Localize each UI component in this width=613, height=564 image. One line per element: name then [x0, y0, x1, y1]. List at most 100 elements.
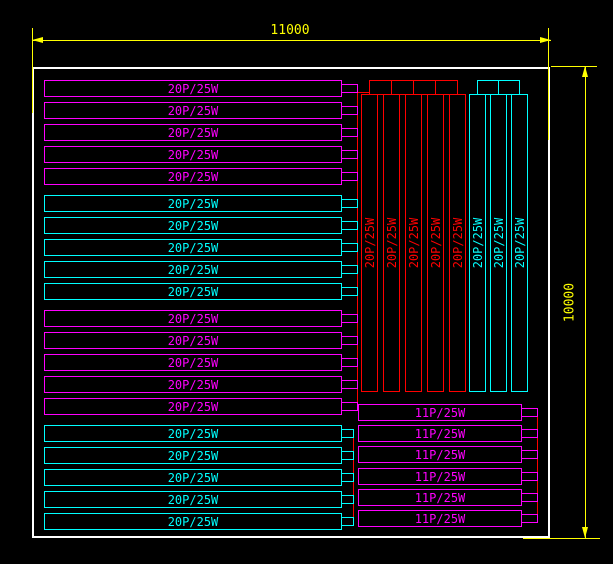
connector-tab — [341, 517, 354, 526]
vertical-radiator-bar[interactable]: 20P/25W — [449, 94, 466, 392]
left-radiator-bar[interactable]: 20P/25W — [44, 398, 342, 415]
vertical-radiator-bar[interactable]: 20P/25W — [383, 94, 400, 392]
bar-label: 20P/25W — [167, 169, 219, 184]
vertical-radiator-bar[interactable]: 20P/25W — [427, 94, 444, 392]
connector-tab — [341, 150, 358, 159]
connector-tab — [341, 402, 358, 411]
dim-line-top[interactable] — [32, 40, 551, 41]
connector-tab — [341, 221, 358, 230]
connector-tab — [341, 243, 358, 252]
dim-extension-right — [548, 28, 549, 140]
bus-line-main-bend — [357, 92, 370, 93]
vertical-radiator-bar[interactable]: 20P/25W — [469, 94, 486, 392]
vertical-radiator-bar[interactable]: 20P/25W — [361, 94, 378, 392]
bar-label: 11P/25W — [414, 469, 466, 484]
bottom-right-radiator-bar[interactable]: 11P/25W — [358, 468, 522, 485]
bar-label: 11P/25W — [414, 405, 466, 420]
connector-tab — [341, 287, 358, 296]
dim-label-height[interactable]: 10000 — [562, 282, 578, 323]
left-radiator-bar[interactable]: 20P/25W — [44, 376, 342, 393]
bar-label: 11P/25W — [414, 426, 466, 441]
manifold-cap — [477, 80, 499, 95]
left-radiator-bar[interactable]: 20P/25W — [44, 146, 342, 163]
bar-label: 20P/25W — [512, 217, 527, 269]
bottom-right-radiator-bar[interactable]: 11P/25W — [358, 404, 522, 421]
dim-label-width[interactable]: 11000 — [270, 23, 310, 38]
connector-tab — [341, 380, 358, 389]
left-radiator-bar[interactable]: 20P/25W — [44, 513, 342, 530]
left-radiator-bar[interactable]: 20P/25W — [44, 124, 342, 141]
connector-tab — [521, 514, 538, 523]
dim-arrow-down — [582, 527, 588, 538]
connector-tab — [341, 172, 358, 181]
dim-arrow-right — [540, 37, 551, 43]
bar-label: 20P/25W — [167, 426, 219, 441]
left-radiator-bar[interactable]: 20P/25W — [44, 354, 342, 371]
left-radiator-bar[interactable]: 20P/25W — [44, 332, 342, 349]
bar-label: 20P/25W — [470, 217, 485, 269]
bus-line-bottom-right — [537, 412, 538, 519]
bar-label: 20P/25W — [167, 448, 219, 463]
connector-tab — [341, 429, 354, 438]
manifold-cap — [435, 80, 458, 95]
bottom-right-radiator-bar[interactable]: 11P/25W — [358, 425, 522, 442]
connector-tab — [521, 472, 538, 481]
manifold-cap — [413, 80, 436, 95]
connector-tab — [521, 493, 538, 502]
bar-label: 20P/25W — [167, 81, 219, 96]
left-radiator-bar[interactable]: 20P/25W — [44, 217, 342, 234]
bar-label: 20P/25W — [167, 125, 219, 140]
bar-label: 11P/25W — [414, 447, 466, 462]
bar-label: 20P/25W — [450, 217, 465, 269]
left-radiator-bar[interactable]: 20P/25W — [44, 283, 342, 300]
bar-label: 20P/25W — [428, 217, 443, 269]
bar-label: 20P/25W — [167, 514, 219, 529]
left-radiator-bar[interactable]: 20P/25W — [44, 261, 342, 278]
bar-label: 20P/25W — [167, 196, 219, 211]
vertical-radiator-bar[interactable]: 20P/25W — [405, 94, 422, 392]
bar-label: 11P/25W — [414, 490, 466, 505]
bar-label: 20P/25W — [167, 240, 219, 255]
left-radiator-bar[interactable]: 20P/25W — [44, 491, 342, 508]
bottom-right-radiator-bar[interactable]: 11P/25W — [358, 510, 522, 527]
bar-label: 20P/25W — [167, 492, 219, 507]
connector-tab — [341, 106, 358, 115]
bottom-right-radiator-bar[interactable]: 11P/25W — [358, 446, 522, 463]
connector-tab — [341, 451, 354, 460]
bar-label: 20P/25W — [167, 399, 219, 414]
dim-extension-left — [32, 28, 33, 113]
left-radiator-bar[interactable]: 20P/25W — [44, 168, 342, 185]
bar-label: 20P/25W — [167, 470, 219, 485]
connector-tab — [341, 265, 358, 274]
left-radiator-bar[interactable]: 20P/25W — [44, 102, 342, 119]
bottom-right-radiator-bar[interactable]: 11P/25W — [358, 489, 522, 506]
connector-tab — [521, 429, 538, 438]
dim-arrow-left — [32, 37, 43, 43]
bar-label: 20P/25W — [167, 218, 219, 233]
left-radiator-bar[interactable]: 20P/25W — [44, 447, 342, 464]
connector-tab — [341, 84, 358, 93]
bar-label: 20P/25W — [167, 262, 219, 277]
bar-label: 20P/25W — [167, 377, 219, 392]
left-radiator-bar[interactable]: 20P/25W — [44, 239, 342, 256]
vertical-radiator-bar[interactable]: 20P/25W — [511, 94, 528, 392]
vertical-radiator-bar[interactable]: 20P/25W — [490, 94, 507, 392]
bar-label: 20P/25W — [362, 217, 377, 269]
outer-boundary[interactable] — [32, 67, 550, 538]
connector-tab — [341, 314, 358, 323]
left-radiator-bar[interactable]: 20P/25W — [44, 310, 342, 327]
left-radiator-bar[interactable]: 20P/25W — [44, 195, 342, 212]
connector-tab — [341, 495, 354, 504]
dim-line-right[interactable] — [585, 66, 586, 538]
dim-extension-top — [551, 66, 597, 67]
left-radiator-bar[interactable]: 20P/25W — [44, 469, 342, 486]
manifold-cap — [391, 80, 414, 95]
dim-arrow-up — [582, 66, 588, 77]
bar-label: 20P/25W — [167, 284, 219, 299]
left-radiator-bar[interactable]: 20P/25W — [44, 425, 342, 442]
manifold-cap — [498, 80, 520, 95]
bar-label: 20P/25W — [167, 311, 219, 326]
left-radiator-bar[interactable]: 20P/25W — [44, 80, 342, 97]
bar-label: 20P/25W — [491, 217, 506, 269]
